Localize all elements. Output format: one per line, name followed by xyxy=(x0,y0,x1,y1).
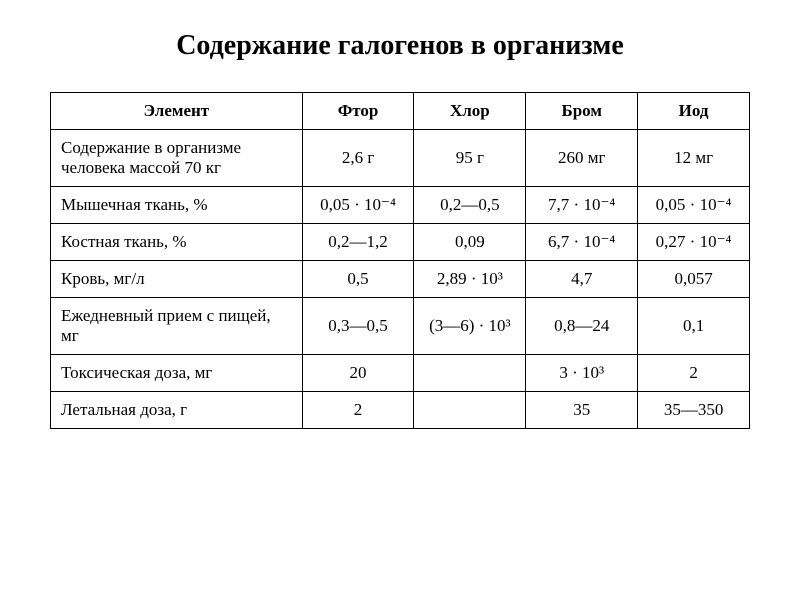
cell-value: 0,057 xyxy=(638,261,750,298)
row-label: Содержание в организме человека массой 7… xyxy=(51,130,303,187)
table-header-row: Элемент Фтор Хлор Бром Иод xyxy=(51,93,750,130)
halogen-table: Элемент Фтор Хлор Бром Иод Содержание в … xyxy=(50,92,750,429)
table-row: Летальная доза, г 2 35 35—350 xyxy=(51,392,750,429)
cell-value: 0,1 xyxy=(638,298,750,355)
cell-value: 3 · 10³ xyxy=(526,355,638,392)
cell-value: 95 г xyxy=(414,130,526,187)
cell-value: 35 xyxy=(526,392,638,429)
table-row: Костная ткань, % 0,2—1,2 0,09 6,7 · 10⁻⁴… xyxy=(51,224,750,261)
col-header-element: Элемент xyxy=(51,93,303,130)
table-row: Кровь, мг/л 0,5 2,89 · 10³ 4,7 0,057 xyxy=(51,261,750,298)
col-header-bromine: Бром xyxy=(526,93,638,130)
row-label: Кровь, мг/л xyxy=(51,261,303,298)
cell-value: 2,89 · 10³ xyxy=(414,261,526,298)
col-header-chlorine: Хлор xyxy=(414,93,526,130)
row-label: Мышечная ткань, % xyxy=(51,187,303,224)
cell-value: (3—6) · 10³ xyxy=(414,298,526,355)
cell-value: 4,7 xyxy=(526,261,638,298)
cell-value: 0,09 xyxy=(414,224,526,261)
cell-value: 35—350 xyxy=(638,392,750,429)
table-row: Токсическая доза, мг 20 3 · 10³ 2 xyxy=(51,355,750,392)
cell-value: 0,05 · 10⁻⁴ xyxy=(302,187,414,224)
cell-value: 0,2—1,2 xyxy=(302,224,414,261)
cell-value xyxy=(414,355,526,392)
cell-value: 0,05 · 10⁻⁴ xyxy=(638,187,750,224)
cell-value xyxy=(414,392,526,429)
cell-value: 12 мг xyxy=(638,130,750,187)
row-label: Токсическая доза, мг xyxy=(51,355,303,392)
cell-value: 260 мг xyxy=(526,130,638,187)
table-row: Мышечная ткань, % 0,05 · 10⁻⁴ 0,2—0,5 7,… xyxy=(51,187,750,224)
table-row: Ежедневный прием с пищей, мг 0,3—0,5 (3—… xyxy=(51,298,750,355)
cell-value: 0,27 · 10⁻⁴ xyxy=(638,224,750,261)
cell-value: 0,2—0,5 xyxy=(414,187,526,224)
page-title: Содержание галогенов в организме xyxy=(50,30,750,62)
col-header-iodine: Иод xyxy=(638,93,750,130)
cell-value: 6,7 · 10⁻⁴ xyxy=(526,224,638,261)
cell-value: 0,3—0,5 xyxy=(302,298,414,355)
cell-value: 2,6 г xyxy=(302,130,414,187)
cell-value: 2 xyxy=(638,355,750,392)
col-header-fluorine: Фтор xyxy=(302,93,414,130)
row-label: Ежедневный прием с пищей, мг xyxy=(51,298,303,355)
cell-value: 7,7 · 10⁻⁴ xyxy=(526,187,638,224)
cell-value: 0,8—24 xyxy=(526,298,638,355)
cell-value: 2 xyxy=(302,392,414,429)
row-label: Костная ткань, % xyxy=(51,224,303,261)
table-row: Содержание в организме человека массой 7… xyxy=(51,130,750,187)
cell-value: 0,5 xyxy=(302,261,414,298)
cell-value: 20 xyxy=(302,355,414,392)
row-label: Летальная доза, г xyxy=(51,392,303,429)
